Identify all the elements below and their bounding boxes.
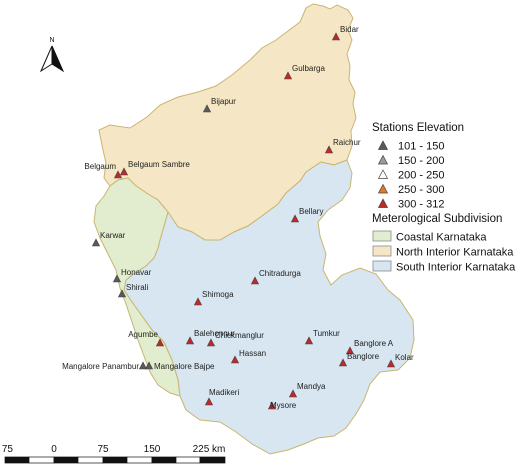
station-marker-balehonnur (185, 336, 195, 345)
station-marker-honavar (112, 274, 122, 283)
station-marker-gulbarga (283, 71, 293, 80)
north-arrow-icon: N (39, 37, 65, 73)
legend-elevation-symbol-250-300 (377, 183, 389, 194)
station-marker-mangalore-bajpe (144, 361, 154, 370)
station-marker-bidar (331, 32, 341, 41)
station-label-chitradurga: Chitradurga (259, 269, 301, 278)
station-marker-shirali (117, 289, 127, 298)
legend-elevation-label: 200 - 250 (398, 170, 444, 182)
scale-segment (175, 456, 201, 464)
station-marker-raichur (324, 145, 334, 154)
legend-elevation-symbol-101-150 (377, 140, 389, 150)
station-label-kolar: Kolar (395, 353, 414, 362)
station-label-banglore-a: Banglore A (354, 339, 394, 348)
legend-subdivision-label: Coastal Karnataka (396, 232, 487, 244)
legend-elevation-label: 150 - 200 (398, 155, 444, 167)
station-labels-layer: Bidar Gulbarga Bijapur Raichur Belgaum Belgau… (62, 25, 414, 410)
scale-tick-label: 75 (2, 444, 14, 455)
legend-subdivision-label: South Interior Karnataka (396, 262, 516, 274)
scale-segment (199, 456, 226, 464)
station-marker-tumkur (304, 336, 314, 345)
station-label-raichur: Raichur (333, 138, 361, 147)
station-marker-agumbe (155, 338, 165, 347)
scale-segment (126, 456, 153, 464)
scale-tick-label: 150 (144, 444, 161, 455)
legend-elevation-label: 300 - 312 (398, 199, 444, 211)
regions-layer (93, 3, 415, 455)
station-label-shimoga: Shimoga (202, 290, 234, 299)
station-label-balehonnur: Balehonnur (194, 329, 235, 338)
station-label-hassan: Hassan (239, 349, 266, 358)
legend-elevation-symbol-300-312 (377, 198, 389, 208)
station-label-bidar: Bidar (340, 25, 359, 34)
station-label-belgaum: Belgaum (84, 162, 116, 171)
station-label-agumbe: Agumbe (128, 330, 158, 339)
legend-elevation-symbol-200-250 (377, 169, 389, 179)
legend-subdivision-items: Coastal Karnataka North Interior Karnatak… (372, 230, 516, 274)
station-marker-bellary (290, 214, 300, 223)
legend-subdivision-swatch-north-interior-karnataka (372, 245, 392, 257)
north-label: N (49, 37, 54, 44)
station-label-karwar: Karwar (100, 231, 126, 240)
scale-segment (77, 456, 104, 464)
station-marker-belgaum-sambre (119, 167, 129, 176)
legend-elevation-symbol-150-200 (377, 154, 389, 165)
station-label-shirali: Shirali (126, 283, 148, 292)
station-label-bellary: Bellary (299, 207, 323, 216)
station-marker-hassan (230, 355, 240, 364)
legend-elevation-items: 101 - 150 150 - 200 200 - 250 250 - 300 300 … (377, 140, 444, 211)
legend: Stations Elevation 101 - 150 150 - 200 200… (372, 122, 516, 274)
station-label-banglore: Banglore (347, 352, 380, 361)
scale-tick-label: 75 (97, 444, 109, 455)
scale-segment (102, 456, 128, 464)
scale-segment (4, 456, 30, 464)
legend-elevation-label: 101 - 150 (398, 141, 444, 153)
station-marker-karwar (91, 238, 101, 247)
station-marker-mangalore-panambur (138, 361, 148, 370)
scale-tick-label: 0 (51, 444, 57, 455)
station-marker-shimoga (193, 297, 203, 306)
scale-segment (28, 456, 55, 464)
station-marker-banglore (338, 358, 348, 367)
station-marker-mysore (267, 401, 277, 410)
legend-elevation-title: Stations Elevation (372, 122, 464, 134)
station-marker-banglore-a (345, 346, 355, 355)
station-label-chickmanglur: Chickmanglur (215, 331, 264, 340)
legend-subdivision-swatch-south-interior-karnataka (372, 260, 392, 272)
scale-segment (53, 456, 79, 464)
station-marker-chickmanglur (206, 338, 216, 347)
station-marker-mandya (288, 389, 298, 398)
region-south-interior-karnataka (123, 159, 415, 455)
scale-tick-label: 225 km (193, 444, 226, 455)
station-label-madikeri: Madikeri (209, 388, 239, 397)
station-label-mysore: Mysore (270, 401, 297, 410)
station-label-honavar: Honavar (121, 268, 152, 277)
station-marker-bijapur (202, 104, 212, 113)
scale-segment (151, 456, 177, 464)
station-marker-chitradurga (250, 276, 260, 285)
legend-subdivision-label: North Interior Karnataka (396, 247, 514, 259)
legend-subdivision-title: Meterological Subdivision (372, 213, 502, 225)
station-label-belgaum-sambre: Belgaum Sambre (128, 160, 190, 169)
station-label-mangalore-bajpe: Mangalore Bajpe (154, 362, 215, 371)
legend-subdivision-swatch-coastal-karnataka (372, 230, 392, 242)
scale-bar: 75 0 75 150 225 km (2, 444, 226, 464)
stations-layer (91, 32, 396, 410)
station-label-tumkur: Tumkur (313, 329, 340, 338)
legend-elevation-label: 250 - 300 (398, 184, 444, 196)
station-label-bijapur: Bijapur (211, 97, 236, 106)
station-marker-madikeri (204, 397, 214, 406)
station-label-mandya: Mandya (297, 382, 326, 391)
station-label-mangalore-panambur: Mangalore Panambur (62, 362, 139, 371)
station-marker-belgaum (113, 170, 123, 179)
station-marker-kolar (386, 359, 396, 368)
station-label-gulbarga: Gulbarga (292, 64, 325, 73)
